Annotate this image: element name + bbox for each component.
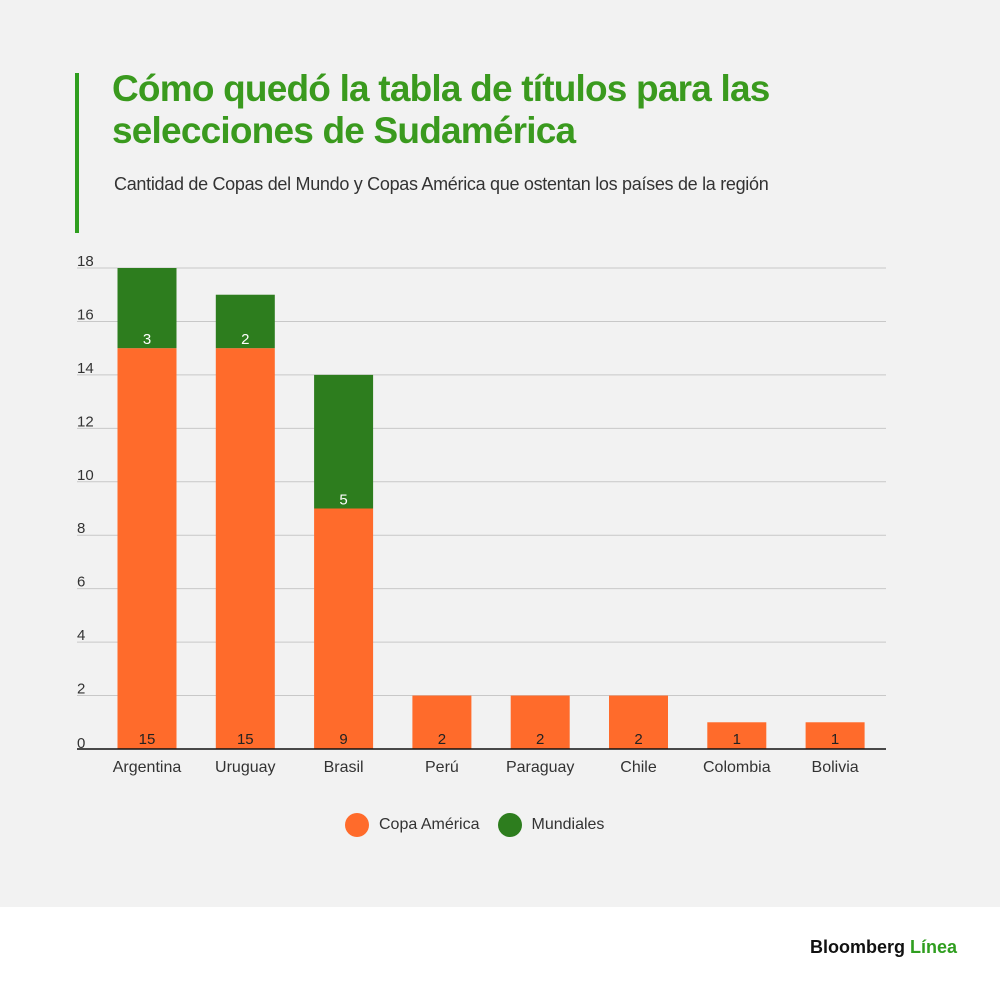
x-tick-label: Argentina — [113, 759, 182, 776]
brand-logo: Bloomberg Línea — [810, 937, 957, 958]
x-tick-label: Bolivia — [812, 759, 859, 776]
data-label: 2 — [634, 731, 642, 748]
y-tick-label: 2 — [77, 681, 85, 698]
legend-swatch-mundiales — [497, 813, 522, 837]
data-label: 1 — [733, 731, 741, 748]
y-tick-label: 4 — [77, 627, 85, 644]
x-tick-label: Colombia — [703, 759, 771, 776]
y-tick-label: 0 — [77, 735, 85, 752]
bar-segment — [215, 348, 275, 749]
data-label: 2 — [438, 731, 446, 748]
x-tick-label: Uruguay — [215, 759, 275, 776]
bar-segment — [314, 374, 374, 509]
bar-segment — [117, 348, 177, 749]
bar-segment — [805, 722, 865, 749]
chart-legend: Copa América Mundiales — [345, 812, 608, 838]
legend-item-copa-america: Copa América — [345, 813, 480, 837]
brand-accent: Línea — [909, 937, 957, 957]
accent-bar — [75, 73, 79, 233]
data-label: 5 — [339, 492, 347, 509]
y-tick-label: 8 — [77, 520, 85, 537]
brand-name: Bloomberg — [809, 937, 905, 957]
bar-segment — [215, 294, 275, 349]
legend-item-mundiales: Mundiales — [497, 813, 605, 837]
y-tick-label: 6 — [77, 574, 85, 591]
chart-subtitle: Cantidad de Copas del Mundo y Copas Amér… — [114, 174, 769, 194]
legend-swatch-copa-america — [345, 813, 369, 837]
bar-segment — [707, 722, 767, 749]
data-label: 2 — [536, 731, 544, 748]
bar-segment — [117, 268, 177, 349]
data-label: 15 — [139, 731, 156, 748]
x-tick-label: Perú — [425, 759, 459, 776]
y-tick-label: 18 — [77, 253, 94, 270]
x-tick-label: Paraguay — [506, 759, 575, 776]
stacked-bar-chart: 024681012141618153Argentina152Uruguay95B… — [77, 253, 886, 776]
bar-segment — [609, 695, 668, 749]
y-tick-label: 14 — [77, 360, 94, 377]
x-tick-label: Brasil — [324, 759, 364, 776]
data-label: 9 — [339, 731, 347, 748]
bar-segment — [412, 695, 472, 749]
y-tick-label: 16 — [77, 306, 94, 323]
x-tick-label: Chile — [620, 759, 657, 776]
data-label: 3 — [143, 331, 151, 348]
y-tick-label: 10 — [77, 467, 94, 484]
bar-segment — [510, 695, 570, 749]
bar-segment — [314, 508, 374, 749]
legend-label-copa-america: Copa América — [379, 816, 480, 833]
data-label: 1 — [831, 731, 839, 748]
legend-label-mundiales: Mundiales — [531, 816, 605, 833]
data-label: 15 — [237, 731, 254, 748]
chart-title: Cómo quedó la tabla de títulos para las … — [112, 68, 770, 151]
y-tick-label: 12 — [77, 413, 94, 430]
data-label: 2 — [241, 331, 249, 348]
